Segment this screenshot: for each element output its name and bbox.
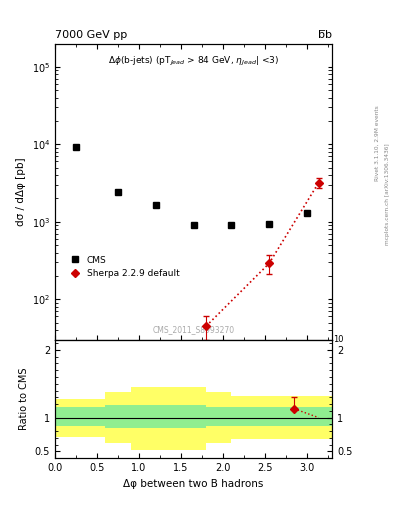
Text: CMS_2011_S8993270: CMS_2011_S8993270: [152, 325, 235, 334]
CMS: [305, 210, 309, 216]
Y-axis label: dσ / dΔφ [pb]: dσ / dΔφ [pb]: [16, 157, 26, 226]
CMS: [153, 202, 158, 208]
CMS: [267, 221, 272, 227]
CMS: [229, 222, 234, 228]
Legend: CMS, Sherpa 2.2.9 default: CMS, Sherpa 2.2.9 default: [65, 252, 183, 282]
Text: b̅b: b̅b: [318, 30, 332, 40]
Text: $\Delta\phi$(b-jets) (pT$_{\mathit{Jead}}$ > 84 GeV, $\eta_{\mathit{Jead}}$| <3): $\Delta\phi$(b-jets) (pT$_{\mathit{Jead}…: [108, 55, 279, 69]
Text: 7000 GeV pp: 7000 GeV pp: [55, 30, 127, 40]
Sherpa 2.2.9 default: [267, 260, 272, 266]
Sherpa 2.2.9 default: [204, 323, 209, 329]
Line: CMS: CMS: [73, 144, 310, 228]
CMS: [116, 189, 120, 196]
Line: Sherpa 2.2.9 default: Sherpa 2.2.9 default: [203, 180, 321, 329]
Text: 10: 10: [333, 335, 343, 344]
Y-axis label: Ratio to CMS: Ratio to CMS: [19, 368, 29, 430]
Sherpa 2.2.9 default: [316, 180, 321, 186]
CMS: [73, 144, 78, 150]
CMS: [191, 222, 196, 228]
X-axis label: Δφ between two B hadrons: Δφ between two B hadrons: [123, 479, 264, 488]
Text: Rivet 3.1.10, 2.9M events: Rivet 3.1.10, 2.9M events: [375, 105, 380, 181]
Text: mcplots.cern.ch [arXiv:1306.3436]: mcplots.cern.ch [arXiv:1306.3436]: [385, 144, 389, 245]
